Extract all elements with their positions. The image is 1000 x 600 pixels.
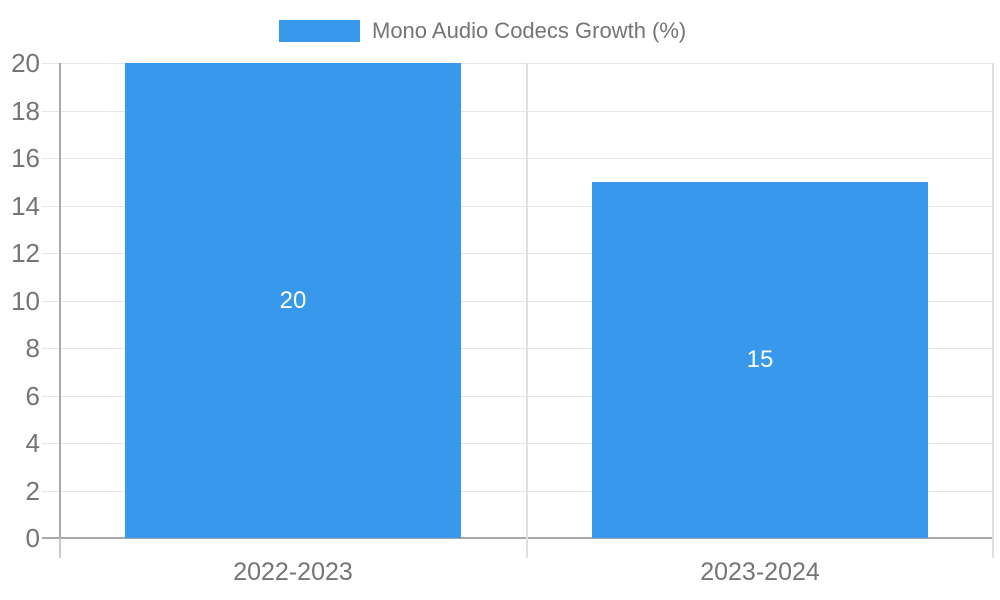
x-axis-tick xyxy=(525,538,528,558)
y-tick-label: 18 xyxy=(11,95,40,126)
y-axis-line xyxy=(59,63,61,538)
gridline xyxy=(42,110,993,112)
bar xyxy=(592,182,928,538)
category-boundary-line xyxy=(992,63,994,538)
bar-value-label: 15 xyxy=(746,346,774,373)
gridline xyxy=(42,395,993,397)
category-boundary-line xyxy=(525,63,528,538)
legend-label: Mono Audio Codecs Growth (%) xyxy=(372,18,687,43)
y-tick-label: 12 xyxy=(11,238,40,268)
y-tick-label: 2 xyxy=(25,475,40,506)
x-axis-line xyxy=(42,537,993,539)
gridline xyxy=(42,490,993,492)
y-tick-label: 0 xyxy=(25,523,40,553)
legend-swatch xyxy=(279,20,360,42)
gridline xyxy=(42,348,993,349)
y-tick-label: 14 xyxy=(11,190,40,221)
gridline xyxy=(42,253,993,254)
x-tick-label: 2022-2023 xyxy=(233,558,353,586)
y-tick-label: 6 xyxy=(25,380,40,411)
y-tick-label: 8 xyxy=(25,333,40,363)
y-axis-tick-below xyxy=(59,538,61,558)
y-tick-label: 10 xyxy=(11,285,40,316)
gridline xyxy=(42,300,993,302)
gridline xyxy=(42,443,993,444)
bar-value-label: 20 xyxy=(279,287,307,314)
gridline xyxy=(42,205,993,207)
bar xyxy=(125,63,461,538)
y-tick-label: 4 xyxy=(25,428,40,458)
gridline xyxy=(42,158,993,159)
x-tick-label: 2023-2024 xyxy=(700,558,820,586)
gridline xyxy=(42,63,993,64)
y-tick-label: 20 xyxy=(11,48,40,78)
y-tick-label: 16 xyxy=(11,143,40,173)
x-axis-tick xyxy=(992,538,994,558)
